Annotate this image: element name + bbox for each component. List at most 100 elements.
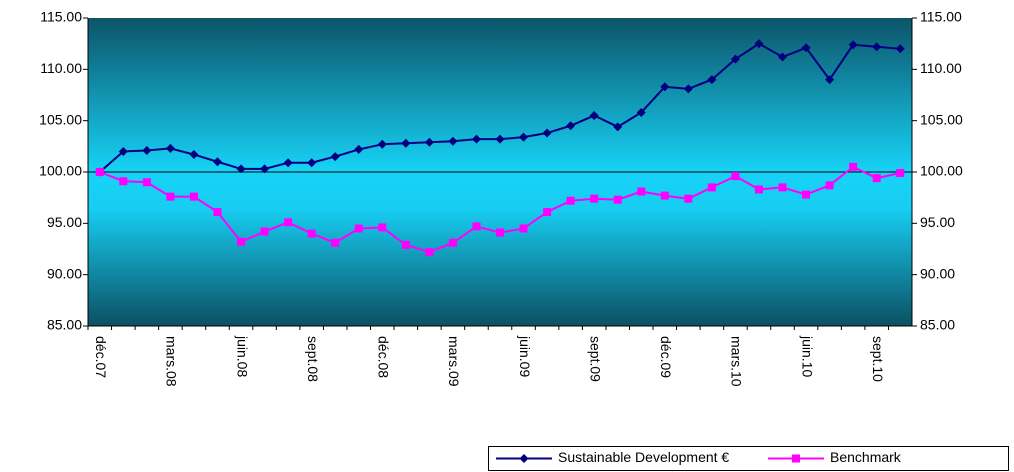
point (307, 158, 317, 168)
point (495, 134, 505, 144)
point (801, 43, 811, 53)
point (189, 150, 199, 160)
legend-label: Sustainable Development € (558, 449, 729, 465)
x-tick-label: mars.09 (446, 336, 462, 387)
point (636, 107, 646, 117)
y-tick-label: 90.00 (47, 265, 82, 281)
y2-tick-label: 95.00 (920, 214, 955, 230)
point (331, 238, 340, 247)
point (519, 224, 528, 233)
x-tick-label: déc.07 (93, 336, 109, 378)
point (660, 82, 670, 92)
point (165, 143, 175, 153)
point (425, 248, 434, 257)
y2-tick-label: 85.00 (920, 317, 955, 333)
point (730, 54, 740, 64)
x-tick-label: juin.10 (799, 335, 815, 377)
point (849, 162, 858, 171)
y2-tick-label: 105.00 (920, 111, 963, 127)
x-tick-label: juin.09 (517, 335, 533, 377)
x-tick-label: juin.08 (234, 335, 250, 377)
point (613, 195, 622, 204)
point (166, 192, 175, 201)
y-tick-label: 105.00 (39, 111, 82, 127)
point (542, 128, 552, 138)
point (448, 136, 458, 146)
point (543, 208, 552, 217)
y-tick-label: 85.00 (47, 317, 82, 333)
point (354, 144, 364, 154)
point (330, 152, 340, 162)
point (778, 52, 788, 62)
point (377, 139, 387, 149)
point (401, 240, 410, 249)
point (590, 194, 599, 203)
point (237, 237, 246, 246)
y2-tick-label: 110.00 (920, 60, 962, 76)
point (660, 191, 669, 200)
point (189, 192, 198, 201)
point (895, 44, 905, 54)
x-tick-label: sept.10 (870, 336, 886, 382)
point (401, 138, 411, 148)
point (448, 238, 457, 247)
point (848, 40, 858, 50)
x-tick-label: mars.10 (729, 336, 745, 387)
point (566, 196, 575, 205)
point (707, 75, 717, 85)
point (213, 208, 222, 217)
point (872, 42, 882, 52)
x-tick-label: déc.09 (658, 336, 674, 378)
point (142, 145, 152, 155)
point (754, 185, 763, 194)
y-tick-label: 115.00 (40, 9, 82, 25)
point (424, 137, 434, 147)
legend-marker (792, 454, 800, 463)
y2-tick-label: 100.00 (920, 163, 963, 179)
point (496, 228, 504, 237)
point (684, 194, 693, 203)
point (378, 223, 387, 232)
point (683, 84, 693, 94)
x-tick-label: mars.08 (164, 336, 180, 387)
point (472, 222, 481, 231)
legend-box (488, 446, 1009, 471)
y2-tick-label: 115.00 (920, 9, 962, 25)
point (142, 178, 151, 187)
point (707, 183, 716, 192)
x-tick-label: sept.09 (587, 336, 603, 382)
point (260, 164, 270, 174)
point (354, 224, 363, 233)
point (731, 172, 740, 181)
point (872, 174, 881, 183)
point (802, 190, 811, 199)
legend-label: Benchmark (830, 449, 902, 465)
point (284, 218, 293, 227)
point (637, 187, 646, 196)
point (119, 177, 128, 186)
point (566, 121, 576, 131)
point (613, 122, 623, 132)
point (236, 164, 246, 174)
point (825, 75, 835, 85)
point (283, 158, 293, 168)
y-tick-label: 95.00 (47, 214, 82, 230)
point (212, 157, 222, 167)
y-tick-label: 100.00 (39, 163, 82, 179)
point (896, 169, 905, 178)
point (307, 229, 316, 238)
point (754, 39, 764, 49)
point (778, 183, 787, 192)
point (825, 181, 834, 190)
point (519, 132, 529, 142)
point (471, 134, 481, 144)
y-tick-label: 110.00 (40, 60, 82, 76)
x-tick-label: déc.08 (376, 336, 392, 378)
point (260, 227, 269, 236)
x-tick-label: sept.08 (305, 336, 321, 382)
point (589, 111, 599, 121)
point (118, 146, 128, 156)
y2-tick-label: 90.00 (920, 265, 955, 281)
point (95, 168, 104, 176)
